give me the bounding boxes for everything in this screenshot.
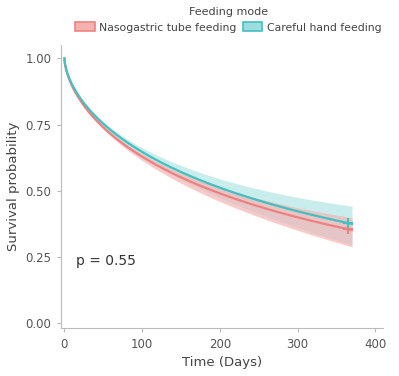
Text: p = 0.55: p = 0.55: [76, 253, 136, 268]
Y-axis label: Survival probability: Survival probability: [7, 122, 20, 252]
Legend: Nasogastric tube feeding, Careful hand feeding: Nasogastric tube feeding, Careful hand f…: [71, 3, 386, 37]
X-axis label: Time (Days): Time (Days): [182, 356, 262, 369]
